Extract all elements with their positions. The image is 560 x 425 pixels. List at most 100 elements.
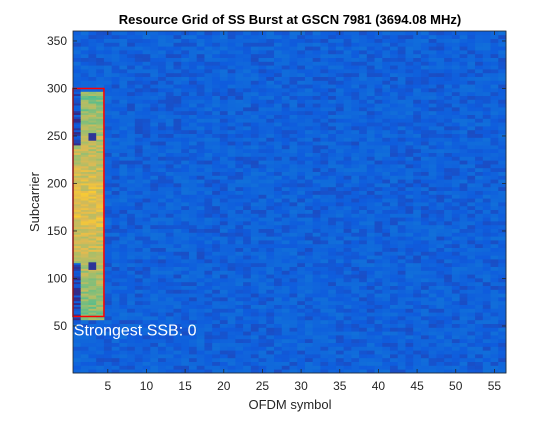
noise-cell: [343, 42, 352, 47]
noise-cell: [490, 76, 499, 81]
noise-cell: [328, 319, 337, 324]
noise-cell: [444, 156, 453, 161]
noise-cell: [343, 167, 352, 172]
noise-cell: [482, 274, 491, 279]
noise-cell: [328, 270, 337, 275]
noise-cell: [420, 42, 430, 47]
noise-cell: [413, 361, 422, 366]
noise-cell: [250, 137, 259, 142]
noise-cell: [297, 202, 306, 207]
noise-cell: [274, 278, 283, 283]
noise-cell: [150, 255, 159, 260]
noise-cell: [297, 293, 306, 298]
noise-cell: [196, 171, 205, 176]
noise-cell: [165, 274, 174, 279]
noise-cell: [103, 224, 113, 229]
noise-cell: [490, 65, 499, 70]
noise-cell: [359, 202, 368, 207]
noise-cell: [451, 232, 461, 237]
noise-cell: [219, 346, 229, 351]
noise-cell: [436, 338, 445, 343]
noise-cell: [204, 61, 213, 66]
noise-cell: [482, 293, 491, 298]
noise-cell: [219, 152, 229, 157]
noise-cell: [158, 80, 167, 85]
noise-cell: [428, 88, 437, 93]
noise-cell: [204, 179, 213, 184]
noise-cell: [382, 293, 391, 298]
noise-cell: [243, 118, 252, 123]
noise-cell: [397, 103, 406, 108]
noise-cell: [227, 145, 236, 150]
noise-cell: [359, 293, 368, 298]
noise-cell: [328, 148, 337, 153]
noise-cell: [467, 308, 476, 313]
noise-cell: [212, 251, 221, 256]
noise-cell: [119, 289, 128, 294]
noise-cell: [490, 175, 499, 180]
noise-cell: [467, 137, 476, 142]
noise-cell: [397, 319, 406, 324]
noise-cell: [196, 255, 205, 260]
noise-cell: [96, 61, 105, 66]
noise-cell: [428, 308, 437, 313]
noise-cell: [127, 251, 136, 256]
noise-cell: [420, 61, 430, 66]
noise-cell: [142, 342, 151, 347]
noise-cell: [227, 164, 236, 169]
noise-cell: [227, 72, 236, 77]
noise-cell: [366, 285, 375, 290]
noise-cell: [382, 171, 391, 176]
noise-cell: [482, 118, 491, 123]
noise-cell: [227, 350, 236, 355]
noise-cell: [436, 145, 445, 150]
noise-cell: [444, 103, 453, 108]
noise-cell: [498, 319, 507, 324]
noise-cell: [343, 129, 352, 134]
noise-cell: [343, 202, 352, 207]
noise-cell: [266, 354, 275, 359]
noise-cell: [134, 365, 143, 370]
noise-cell: [289, 342, 298, 347]
noise-cell: [320, 84, 329, 89]
noise-cell: [103, 107, 113, 112]
noise-cell: [289, 156, 298, 161]
noise-cell: [219, 281, 229, 286]
noise-cell: [413, 141, 422, 146]
noise-cell: [173, 202, 182, 207]
noise-cell: [219, 243, 229, 248]
noise-cell: [158, 114, 167, 119]
noise-cell: [436, 251, 445, 256]
noise-cell: [281, 107, 290, 112]
noise-cell: [150, 209, 159, 214]
noise-cell: [451, 194, 461, 199]
noise-cell: [328, 69, 337, 74]
noise-cell: [297, 160, 306, 165]
noise-cell: [188, 259, 198, 264]
noise-cell: [366, 190, 375, 195]
noise-cell: [359, 357, 368, 362]
noise-cell: [366, 156, 375, 161]
noise-cell: [134, 156, 143, 161]
noise-cell: [235, 365, 244, 370]
noise-cell: [459, 369, 468, 374]
noise-cell: [235, 224, 244, 229]
noise-cell: [281, 243, 290, 248]
noise-cell: [173, 80, 182, 85]
noise-cell: [119, 171, 128, 176]
noise-cell: [258, 304, 267, 309]
noise-cell: [490, 259, 499, 264]
noise-cell: [158, 137, 167, 142]
noise-cell: [420, 285, 430, 290]
noise-cell: [382, 76, 391, 81]
noise-cell: [475, 251, 484, 256]
noise-cell: [467, 236, 476, 241]
noise-cell: [204, 99, 213, 104]
noise-cell: [359, 99, 368, 104]
noise-cell: [444, 346, 453, 351]
noise-cell: [328, 327, 337, 332]
noise-cell: [343, 209, 352, 214]
noise-cell: [258, 323, 267, 328]
noise-cell: [258, 145, 267, 150]
noise-cell: [227, 251, 236, 256]
